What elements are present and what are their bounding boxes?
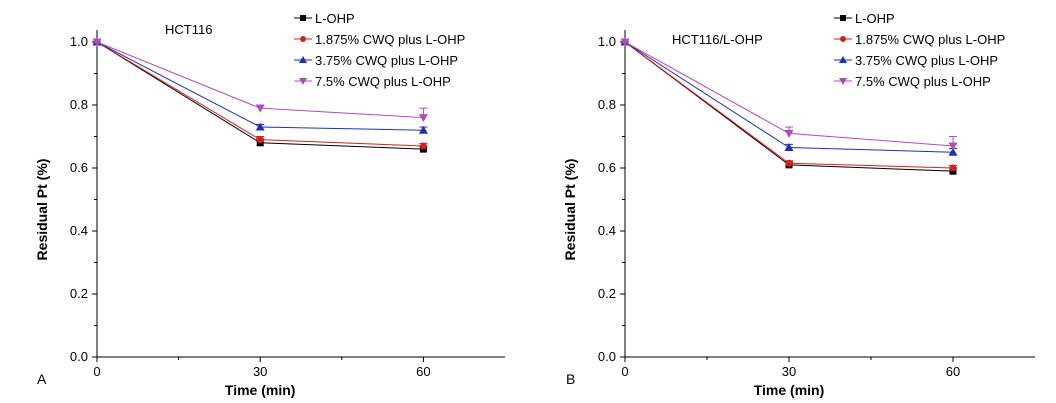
panel-letter: B [566, 371, 575, 387]
legend-marker [839, 78, 847, 85]
x-tick-label: 60 [416, 364, 430, 379]
legend-label: L-OHP [855, 11, 895, 26]
data-point [785, 159, 793, 167]
y-tick-label: 0.4 [598, 223, 616, 238]
legend-label: 3.75% CWQ plus L-OHP [315, 53, 458, 68]
series-2 [92, 37, 428, 134]
legend-entry: 1.875% CWQ plus L-OHP [834, 32, 1005, 47]
series-3 [620, 38, 958, 151]
legend-entry: 1.875% CWQ plus L-OHP [294, 32, 465, 47]
panel-letter: A [37, 371, 47, 387]
x-axis-title: Time (min) [754, 382, 825, 398]
legend-marker [839, 56, 847, 63]
y-tick-label: 1.0 [70, 34, 88, 49]
data-point [948, 147, 958, 156]
panel-title: HCT116 [165, 22, 212, 37]
x-axis-title: Time (min) [225, 382, 296, 398]
legend-marker [300, 15, 306, 21]
legend-entry: 7.5% CWQ plus L-OHP [294, 74, 451, 89]
legend-entry: 7.5% CWQ plus L-OHP [834, 74, 991, 89]
data-point [948, 142, 958, 151]
y-tick-label: 1.0 [598, 34, 616, 49]
x-tick-label: 30 [782, 364, 796, 379]
legend-label: 7.5% CWQ plus L-OHP [855, 74, 991, 89]
legend-entry: 3.75% CWQ plus L-OHP [834, 53, 998, 68]
data-point [784, 143, 794, 152]
legend-label: 3.75% CWQ plus L-OHP [855, 53, 998, 68]
y-axis-title: Residual Pt (%) [562, 159, 578, 261]
x-tick-label: 0 [93, 364, 100, 379]
y-axis-title: Residual Pt (%) [34, 159, 50, 261]
chart-panel-a: 0.0 0.2 0.4 0.6 0.8 1.0 0 30 60 Time (min) Residua… [34, 11, 505, 398]
series-3 [92, 38, 428, 123]
legend-entry: L-OHP [834, 11, 895, 26]
data-point [418, 125, 428, 134]
legend-label: 1.875% CWQ plus L-OHP [855, 32, 1005, 47]
legend-label: L-OHP [315, 11, 355, 26]
chart-panel-b: 0.0 0.2 0.4 0.6 0.8 1.0 0 30 60 Time (min) Residua… [562, 11, 1035, 398]
y-tick-label: 0.2 [70, 286, 88, 301]
data-point [255, 122, 265, 131]
y-tick-label: 0.0 [70, 349, 88, 364]
legend-entry: L-OHP [294, 11, 355, 26]
x-tick-label: 0 [621, 364, 628, 379]
y-tick-label: 0.2 [598, 286, 616, 301]
legend-label: 7.5% CWQ plus L-OHP [315, 74, 451, 89]
legend-marker [300, 36, 306, 42]
y-tick-label: 0.6 [598, 160, 616, 175]
legend-label: 1.875% CWQ plus L-OHP [315, 32, 465, 47]
data-point [784, 129, 794, 138]
data-point [256, 136, 264, 144]
y-tick-label: 0.8 [598, 97, 616, 112]
x-tick-label: 60 [946, 364, 960, 379]
y-tick-label: 0.6 [70, 160, 88, 175]
legend-marker [299, 56, 307, 63]
y-tick-label: 0.8 [70, 97, 88, 112]
data-point [620, 38, 630, 47]
y-tick-label: 0.0 [598, 349, 616, 364]
data-point [418, 114, 428, 123]
data-point [92, 38, 102, 47]
data-point [419, 142, 427, 150]
legend-marker [840, 15, 846, 21]
x-tick-label: 30 [253, 364, 267, 379]
y-tick-label: 0.4 [70, 223, 88, 238]
data-point [949, 164, 957, 172]
panel-title: HCT116/L-OHP [672, 32, 763, 47]
legend-marker [840, 36, 846, 42]
legend-marker [299, 78, 307, 85]
legend-entry: 3.75% CWQ plus L-OHP [294, 53, 458, 68]
data-point [255, 104, 265, 113]
